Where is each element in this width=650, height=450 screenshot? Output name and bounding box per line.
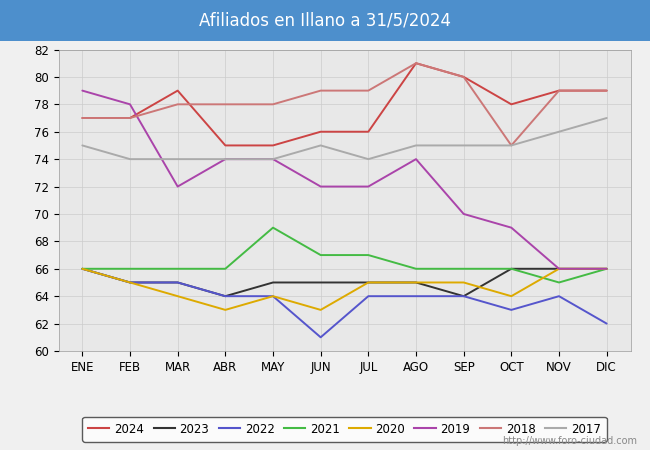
Text: http://www.foro-ciudad.com: http://www.foro-ciudad.com <box>502 436 637 446</box>
Text: Afiliados en Illano a 31/5/2024: Afiliados en Illano a 31/5/2024 <box>199 11 451 29</box>
Legend: 2024, 2023, 2022, 2021, 2020, 2019, 2018, 2017: 2024, 2023, 2022, 2021, 2020, 2019, 2018… <box>83 417 606 441</box>
